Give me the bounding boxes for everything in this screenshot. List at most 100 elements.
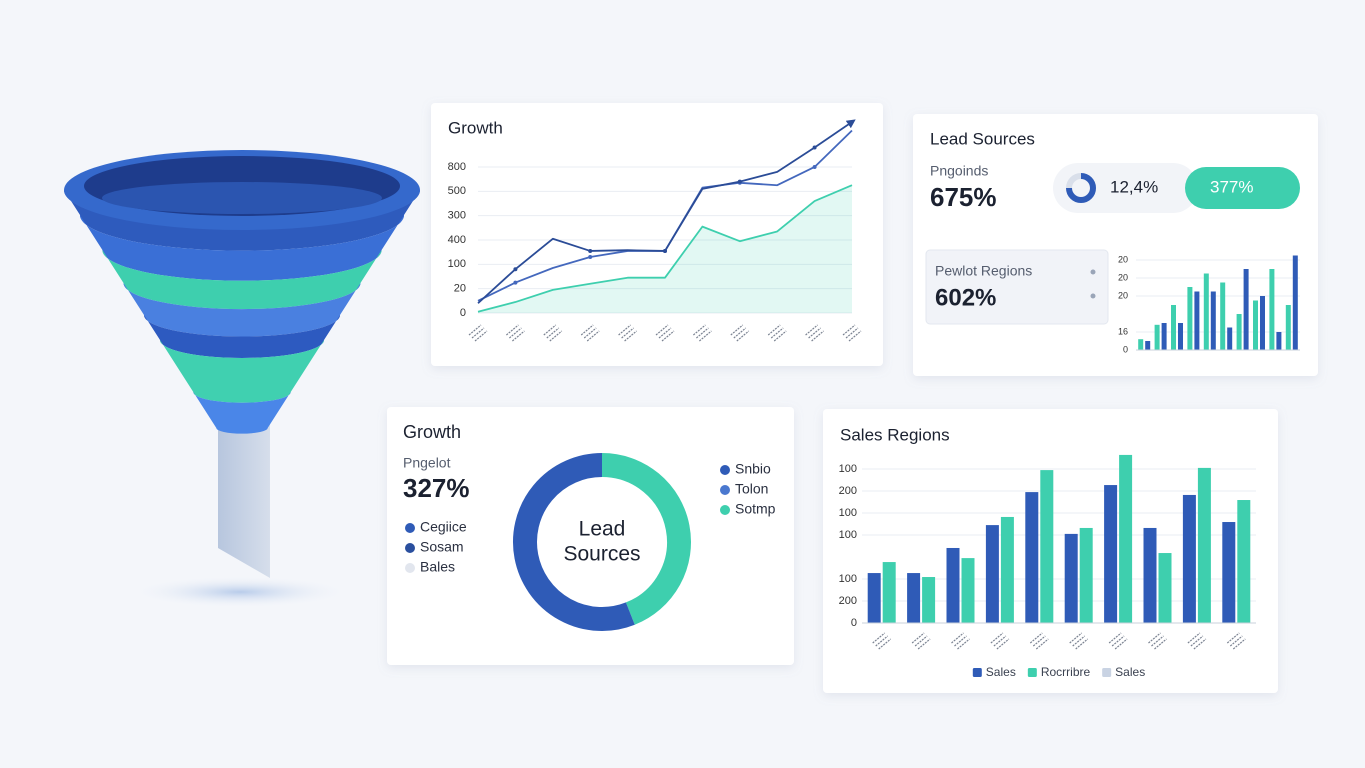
funnel-shadow: [130, 576, 350, 608]
x-tick-label-illegible: [1190, 635, 1204, 647]
bar: [1143, 527, 1157, 623]
legend-label: Cegiice: [420, 519, 467, 535]
x-tick-label-illegible: [621, 327, 634, 339]
bar: [1194, 291, 1200, 350]
bar: [1064, 533, 1078, 623]
x-tick-label-illegible: [468, 324, 482, 336]
bar: [1178, 323, 1183, 350]
x-tick-label-illegible: [730, 324, 744, 336]
stat-value: 327%: [403, 473, 470, 503]
funnel-inner: [102, 182, 382, 214]
x-tick-label-illegible: [655, 324, 669, 336]
legend-item: Sales: [1102, 665, 1145, 679]
bar: [1182, 494, 1196, 623]
stat-label: Pngoinds: [930, 163, 988, 179]
x-tick-label-illegible: [773, 330, 787, 342]
card: [387, 407, 794, 665]
legend-label: Tolon: [735, 481, 768, 497]
bar: [1243, 269, 1249, 350]
funnel-spout: [218, 424, 270, 578]
x-tick-label-illegible: [875, 635, 889, 647]
bar: [961, 558, 975, 623]
pill-ring: [1066, 173, 1096, 203]
x-tick-label-illegible: [911, 632, 925, 644]
x-tick-label-illegible: [917, 638, 931, 650]
y-tick-label: 300: [448, 210, 466, 222]
y-tick-label: 20: [1118, 272, 1128, 282]
x-tick-label-illegible: [1187, 632, 1201, 644]
bar: [1079, 527, 1093, 623]
dot: [1090, 293, 1096, 299]
x-tick-label-illegible: [872, 632, 886, 644]
bar: [922, 577, 936, 623]
y-tick-label: 100: [448, 258, 466, 270]
y-tick-label: 100: [839, 463, 857, 475]
y-tick-label: 20: [1118, 290, 1128, 300]
bar: [1171, 305, 1176, 350]
stat-label: Pngelot: [403, 455, 451, 471]
y-tick-label: 0: [460, 307, 466, 319]
x-tick-label-illegible: [996, 638, 1010, 650]
dot: [1090, 269, 1096, 275]
legend-swatch: [972, 668, 982, 677]
x-tick-label-illegible: [583, 327, 597, 339]
x-tick-label-illegible: [509, 327, 522, 339]
stat-value: 602%: [935, 284, 996, 311]
x-tick-label-illegible: [512, 330, 525, 342]
y-tick-label: 0: [851, 617, 857, 629]
x-tick-label-illegible: [736, 330, 750, 342]
bar: [1197, 467, 1211, 623]
bar: [1227, 327, 1233, 350]
donut-center-label: Lead: [579, 518, 626, 541]
x-tick-label-illegible: [1075, 638, 1089, 650]
funnel-band: [144, 315, 340, 359]
x-tick-label-illegible: [733, 327, 747, 339]
x-tick-label-illegible: [1229, 635, 1243, 647]
legend-swatch: [720, 465, 730, 475]
legend-swatch: [720, 505, 730, 515]
chart-title: Lead Sources: [930, 129, 1035, 148]
x-tick-label-illegible: [471, 327, 485, 339]
x-tick-label-illegible: [1114, 638, 1128, 650]
pill-value: 377%: [1210, 177, 1253, 196]
x-tick-label-illegible: [546, 327, 560, 339]
legend-label: Sosam: [420, 539, 464, 555]
x-tick-label-illegible: [770, 327, 784, 339]
bar: [1154, 324, 1160, 350]
chart-title: Growth: [448, 118, 503, 137]
legend-label: Rocrribre: [1041, 665, 1091, 679]
bar: [1040, 470, 1054, 623]
x-tick-label-illegible: [549, 330, 563, 342]
x-tick-label-illegible: [543, 324, 557, 336]
x-tick-label-illegible: [1069, 632, 1083, 644]
legend-label: Bales: [420, 559, 455, 575]
point: [812, 164, 817, 169]
legend-label: Sales: [1115, 665, 1145, 679]
x-tick-label-illegible: [1072, 635, 1086, 647]
bar: [1025, 492, 1039, 623]
point: [588, 248, 593, 253]
legend-swatch: [1102, 668, 1112, 677]
point: [737, 179, 742, 184]
bar: [1203, 273, 1209, 350]
x-tick-label-illegible: [586, 330, 600, 342]
x-tick-label-illegible: [506, 324, 519, 336]
legend-label: Sotmp: [735, 501, 776, 517]
point: [513, 280, 518, 285]
x-tick-label-illegible: [693, 324, 706, 336]
bar: [907, 573, 921, 623]
y-tick-label: 200: [839, 595, 857, 607]
x-tick-label-illegible: [658, 327, 672, 339]
y-tick-label: 200: [839, 485, 857, 497]
legend-item: Rocrribre: [1027, 665, 1091, 679]
bar: [882, 562, 896, 623]
bar: [1145, 341, 1151, 350]
x-tick-label-illegible: [1193, 638, 1207, 650]
bar: [1187, 287, 1193, 350]
bar: [1222, 522, 1236, 623]
bar: [1158, 553, 1172, 623]
x-tick-label-illegible: [624, 330, 637, 342]
bar: [1220, 282, 1226, 350]
x-tick-label-illegible: [845, 327, 859, 339]
x-tick-label-illegible: [696, 327, 709, 339]
